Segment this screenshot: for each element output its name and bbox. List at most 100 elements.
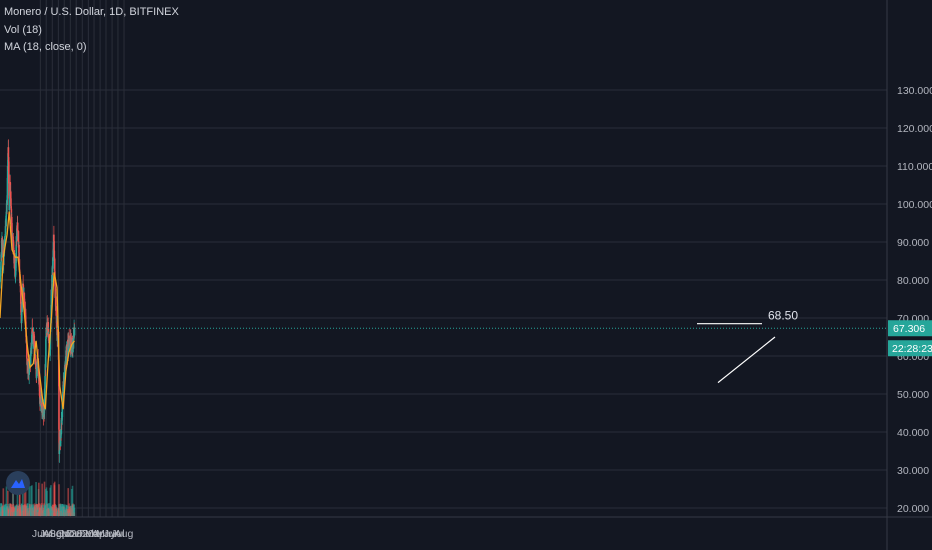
time-tick-label: Aug [115,528,134,540]
time-tick-label: Jun [104,528,121,540]
time-tick-label: Mar [85,528,104,540]
volume-bar [31,485,33,516]
volume-bar [46,490,48,516]
candle-body [61,402,64,418]
candle-body [73,329,76,336]
candle-body [6,195,9,205]
candle-body [31,327,34,334]
candle-body [20,311,23,322]
candle-body [30,353,32,356]
volume-bar [58,484,60,516]
time-tick-label: Sep [49,528,68,540]
price-tick-label: 120.000 [897,123,932,135]
candle-body [67,346,70,352]
time-tick-label: Nov [61,528,80,540]
candle-body [72,339,75,348]
time-axis[interactable]: JunJulAugSepOctNovDec2020FebMarAprMayJun… [32,528,134,540]
moving-average-line [0,211,76,410]
candle-body [35,361,37,369]
candle-body [49,332,52,350]
volume-bar [50,485,52,516]
candle-body [16,222,19,236]
time-tick-label: Jun [32,528,49,540]
price-axis[interactable]: 20.00030.00040.00050.00060.00070.00080.0… [897,85,932,515]
volume-bar [23,488,26,516]
candle-body [9,182,11,191]
candle-body [26,343,28,359]
time-tick-label: Aug [43,528,62,540]
countdown-tag [888,340,932,357]
chart-drawings: 68.50 [0,309,887,384]
ma-indicator-label[interactable]: MA (18, close, 0) [4,41,87,53]
candle-body [19,292,22,304]
candle-body [55,306,58,316]
time-tick-label: Apr [92,528,109,540]
volume-bar [35,482,37,516]
candle-body [42,412,45,417]
price-tick-label: 80.000 [897,275,929,287]
tradingview-logo-icon[interactable] [6,471,30,495]
candle-body [8,161,10,184]
price-tick-label: 90.000 [897,237,929,249]
candle-body [34,355,37,364]
symbol-title[interactable]: Monero / U.S. Dollar, 1D, BITFINEX [4,6,179,18]
candle-body [50,289,53,305]
candle-body [58,450,61,454]
volume-bar [53,481,56,516]
candle-body [43,388,46,411]
candle-body [62,383,65,393]
bar-countdown-label: 22:28:23 [892,343,932,355]
chart-legend: Monero / U.S. Dollar, 1D, BITFINEX Vol (… [4,4,179,57]
candle-body [60,419,63,435]
candle-body [8,183,10,199]
price-tick-label: 100.000 [897,199,932,211]
volume-bar [21,484,24,516]
price-tick-label: 50.000 [897,389,929,401]
candle-body [53,234,55,242]
candle-body [52,258,54,269]
candle-body [46,331,48,333]
candle-body [0,251,3,258]
volume-bar [18,482,21,516]
time-tick-label: 2020 [71,528,95,540]
chart-grid [0,0,887,517]
candle-body [44,375,46,388]
candle-body [20,303,22,313]
candle-body [19,286,22,293]
candle-body [53,250,56,258]
candle-body [64,368,67,370]
volume-bar [73,507,76,516]
candle-body [55,297,57,311]
time-tick-label: May [96,528,117,540]
candle-body [6,177,9,196]
current-price-label: 67.306 [893,323,925,335]
volume-bar [43,481,46,516]
candle-body [66,348,69,356]
price-labels: 67.306 22:28:23 [888,320,932,357]
candle-body [4,226,7,234]
price-tick-label: 20.000 [897,503,929,515]
time-tick-label: Jul [111,528,124,540]
candle-body [61,394,64,404]
candle-body [13,253,16,269]
time-tick-label: Dec [67,528,86,540]
time-tick-label: Jul [39,528,52,540]
candle-body [11,223,13,237]
candle-body [17,231,20,242]
price-tick-label: 30.000 [897,465,929,477]
current-price-tag [888,320,932,337]
volume-bar [5,486,8,516]
volume-bar [16,488,19,516]
candle-body [1,240,4,245]
candle-body [36,361,39,372]
candle-body [38,377,41,384]
volume-bar [24,484,27,516]
volume-indicator-label[interactable]: Vol (18) [4,23,42,36]
volume-bar [67,488,70,516]
candle-body [33,331,35,348]
trendline [717,336,776,384]
volume-bar [2,488,5,516]
volume-bar [38,482,40,516]
candle-body [53,258,56,272]
